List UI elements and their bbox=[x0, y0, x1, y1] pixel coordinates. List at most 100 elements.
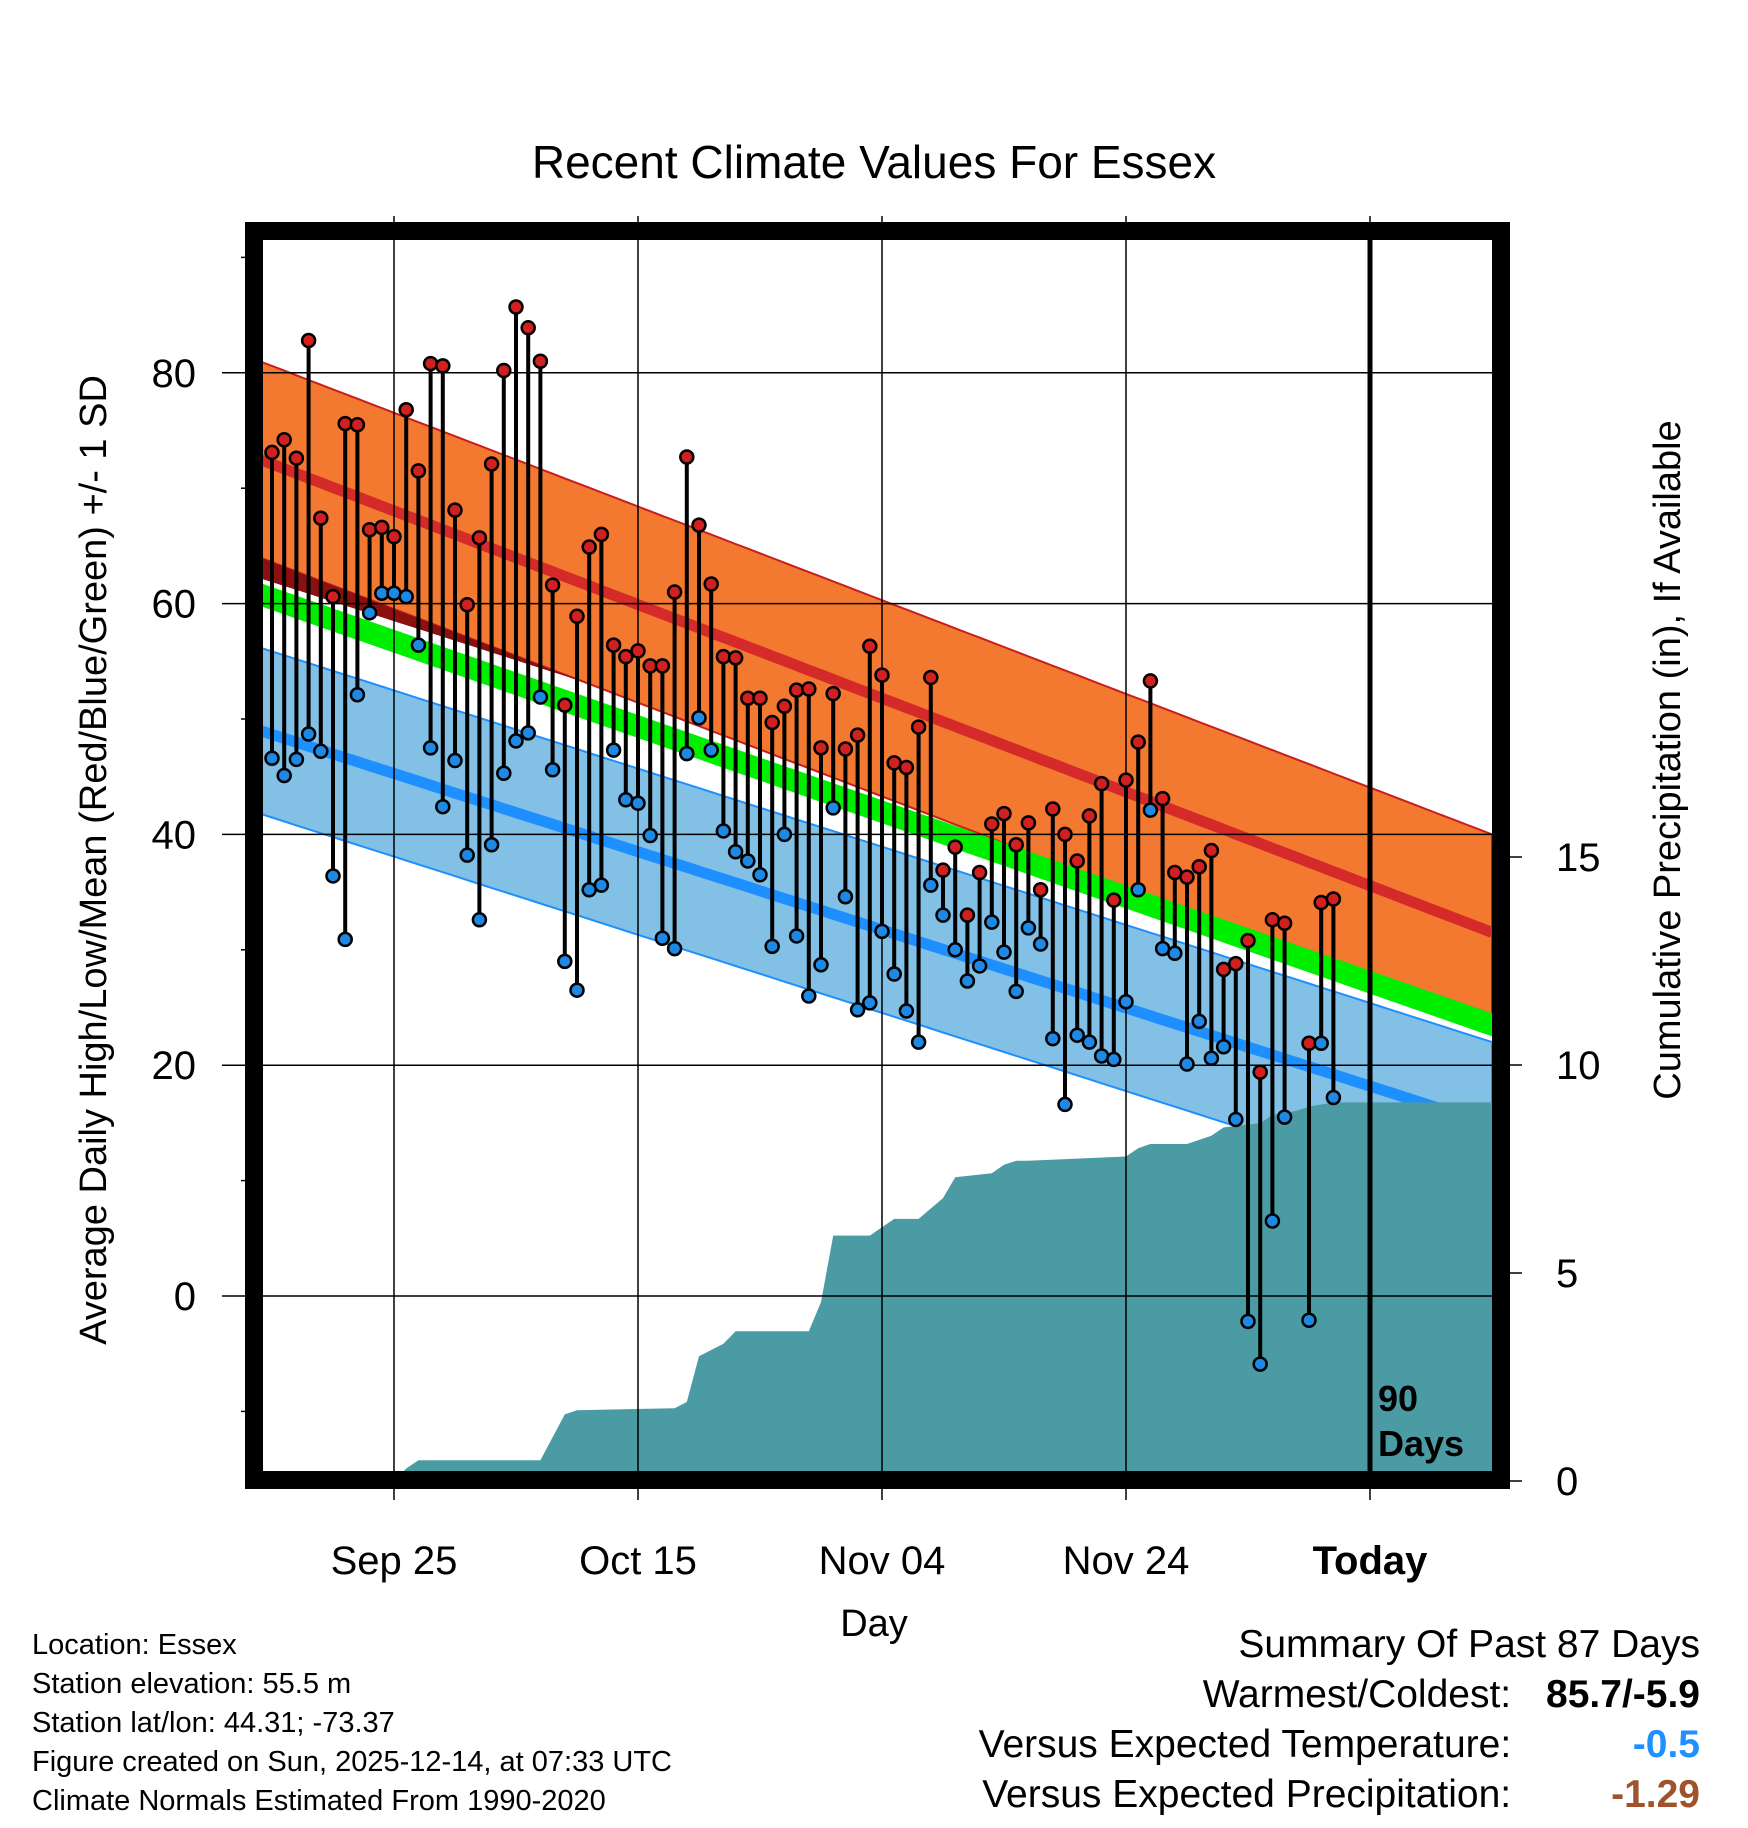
obs-low-point bbox=[300, 726, 317, 742]
x-tick-label: Today bbox=[1313, 1539, 1429, 1583]
y2-tick-label: 0 bbox=[1556, 1460, 1578, 1504]
obs-low-point bbox=[325, 868, 341, 884]
obs-high-point bbox=[776, 698, 793, 715]
obs-high-point bbox=[447, 502, 463, 518]
obs-high-point bbox=[1240, 932, 1256, 949]
obs-high-point bbox=[849, 727, 866, 743]
obs-low-point bbox=[1215, 1038, 1232, 1055]
obs-low-point bbox=[654, 930, 671, 947]
obs-low-point bbox=[544, 762, 561, 778]
obs-low-point bbox=[1191, 1013, 1207, 1030]
obs-low-point bbox=[935, 907, 951, 923]
obs-high-point bbox=[813, 740, 829, 756]
obs-high-point bbox=[1154, 790, 1171, 807]
obs-high-point bbox=[520, 320, 536, 336]
obs-low-point bbox=[1130, 882, 1146, 898]
latlon-text: Station lat/lon: 44.31; -73.37 bbox=[32, 1707, 395, 1739]
obs-low-point bbox=[264, 750, 280, 766]
obs-low-point bbox=[532, 689, 549, 705]
obs-low-point bbox=[910, 1034, 927, 1050]
obs-low-point bbox=[947, 942, 963, 958]
window-label-number: 90 bbox=[1378, 1378, 1418, 1419]
obs-low-point bbox=[605, 742, 622, 758]
obs-high-point bbox=[630, 643, 646, 659]
precipitation-area bbox=[403, 1102, 1492, 1471]
obs-low-point bbox=[849, 1002, 866, 1018]
obs-low-point bbox=[984, 914, 1000, 930]
obs-high-point bbox=[508, 299, 524, 315]
obs-low-point bbox=[1020, 920, 1037, 936]
obs-low-point bbox=[435, 798, 451, 815]
summary-panel: Summary Of Past 87 Days Warmest/Coldest:… bbox=[979, 1620, 1700, 1820]
obs-low-point bbox=[1301, 1312, 1317, 1328]
obs-high-point bbox=[544, 577, 561, 593]
obs-high-point bbox=[569, 608, 585, 625]
mean-sd-band bbox=[263, 583, 1492, 1037]
obs-low-point bbox=[410, 637, 427, 653]
x-axis-label: Day bbox=[840, 1603, 908, 1645]
obs-low-point bbox=[337, 931, 353, 948]
obs-low-point bbox=[1276, 1109, 1293, 1125]
obs-high-point bbox=[1081, 808, 1098, 824]
obs-high-point bbox=[1179, 869, 1195, 885]
obs-high-point bbox=[459, 597, 475, 613]
obs-low-point bbox=[1045, 1030, 1061, 1047]
obs-high-point bbox=[1191, 858, 1207, 875]
obs-high-point bbox=[666, 584, 683, 600]
obs-high-point bbox=[398, 401, 414, 418]
obs-low-point bbox=[1057, 1096, 1073, 1113]
summary-title: Summary Of Past 87 Days bbox=[1238, 1623, 1700, 1666]
obs-low-point bbox=[898, 1003, 915, 1019]
y-axis-label: Average Daily High/Low/Mean (Red/Blue/Gr… bbox=[73, 375, 115, 1345]
obs-low-point bbox=[1325, 1089, 1342, 1106]
obs-low-point bbox=[923, 877, 939, 893]
obs-low-point bbox=[1118, 993, 1134, 1010]
temp-value: -0.5 bbox=[1632, 1723, 1700, 1766]
obs-high-point bbox=[557, 697, 573, 713]
chart-title: Recent Climate Values For Essex bbox=[532, 136, 1216, 188]
obs-low-point bbox=[862, 995, 878, 1011]
obs-low-point bbox=[398, 588, 414, 605]
obs-low-point bbox=[1167, 945, 1183, 962]
obs-high-point bbox=[1032, 882, 1049, 898]
obs-high-point bbox=[837, 741, 854, 757]
axes: Sep 25 Oct 15 Nov 04 Nov 24 Today 0 20 40 60 80 0 5… bbox=[152, 216, 1601, 1583]
obs-low-point bbox=[727, 843, 744, 860]
obs-low-point bbox=[813, 957, 829, 973]
obs-low-point bbox=[703, 742, 719, 758]
obs-high-point bbox=[1020, 815, 1037, 831]
obs-low-point bbox=[496, 765, 512, 781]
obs-high-point bbox=[1325, 891, 1342, 907]
obs-low-point bbox=[996, 944, 1012, 960]
obs-low-point bbox=[471, 912, 488, 928]
obs-high-point bbox=[984, 816, 1000, 832]
obs-low-point bbox=[1264, 1213, 1281, 1229]
y2-axis-label: Cumulative Precipitation (in), If Availa… bbox=[1647, 420, 1689, 1099]
obs-high-point bbox=[971, 864, 988, 881]
obs-low-point bbox=[801, 988, 817, 1004]
obs-low-point bbox=[1142, 802, 1159, 818]
obs-low-point bbox=[1106, 1051, 1122, 1068]
obs-high-point bbox=[764, 714, 780, 731]
obs-low-point bbox=[593, 877, 610, 893]
y2-tick-label: 5 bbox=[1556, 1252, 1578, 1296]
obs-low-point bbox=[276, 767, 292, 784]
obs-low-point bbox=[715, 823, 732, 839]
obs-high-point bbox=[727, 650, 744, 666]
y2-tick-label: 10 bbox=[1556, 1044, 1601, 1088]
obs-low-point bbox=[288, 751, 305, 768]
obs-high-point bbox=[349, 416, 366, 433]
obs-high-point bbox=[1045, 801, 1061, 817]
obs-low-point bbox=[483, 837, 500, 853]
obs-high-point bbox=[1276, 915, 1293, 932]
obs-high-point bbox=[825, 685, 841, 702]
obs-high-point bbox=[1203, 842, 1220, 859]
obs-high-point bbox=[1142, 673, 1159, 689]
obs-high-point bbox=[1118, 772, 1134, 788]
obs-low-point bbox=[557, 953, 573, 970]
y2-tick-label: 15 bbox=[1556, 836, 1601, 880]
y-tick-label: 40 bbox=[152, 813, 197, 857]
obs-low-point bbox=[1240, 1313, 1256, 1330]
obs-high-point bbox=[947, 839, 963, 855]
